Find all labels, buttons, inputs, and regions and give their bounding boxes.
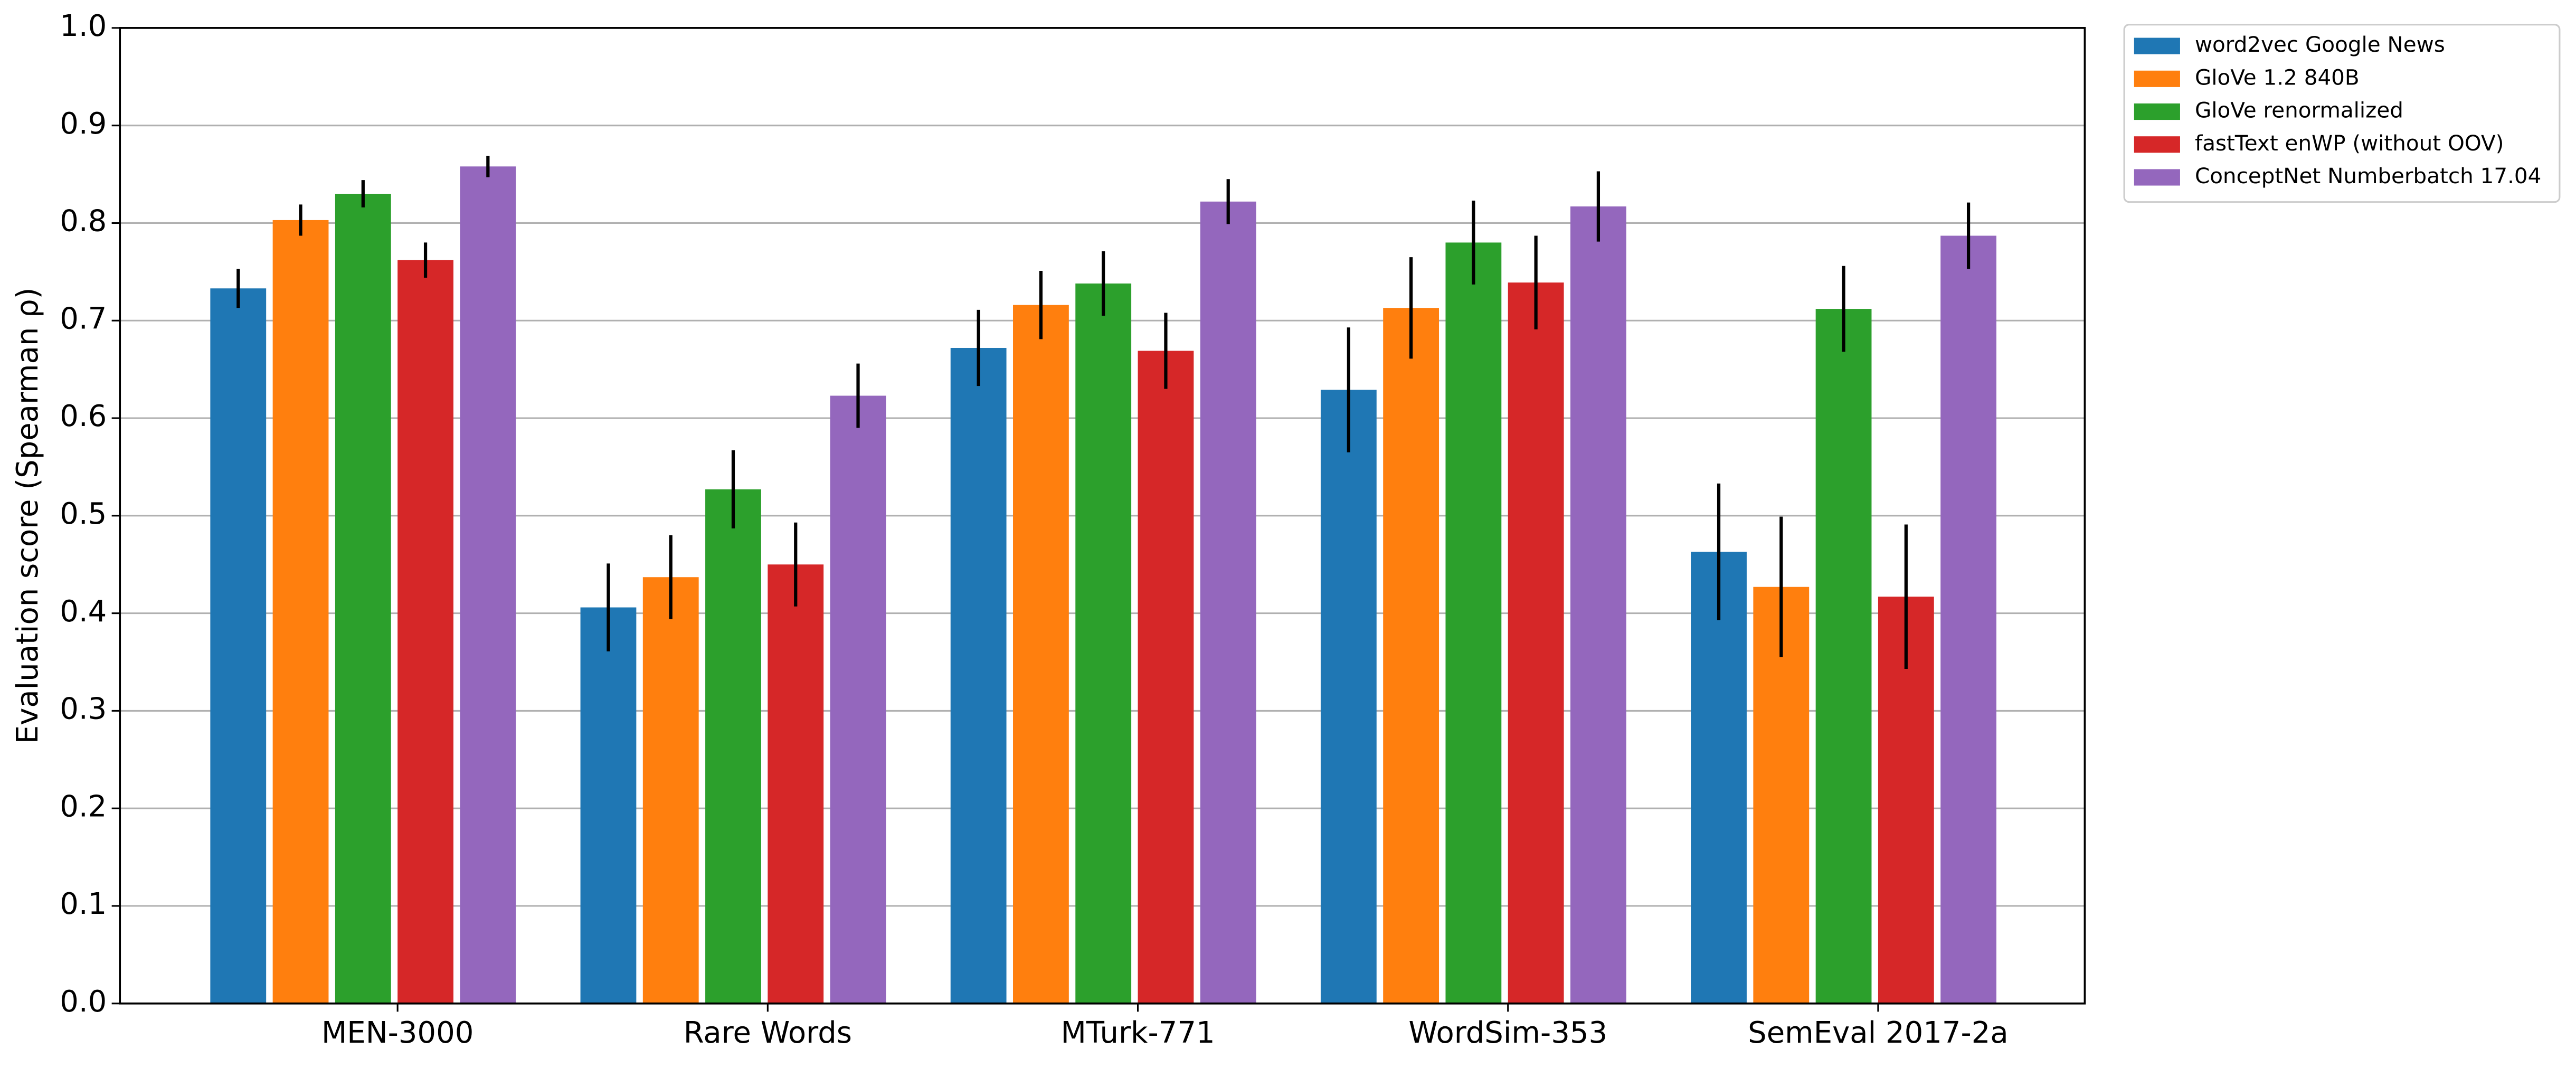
legend-swatch (2134, 169, 2180, 186)
legend-swatch (2134, 70, 2180, 87)
y-tick-label: 0.8 (60, 204, 107, 239)
y-tick-label: 0.5 (60, 497, 107, 531)
bar (1691, 552, 1747, 1004)
y-tick-label: 0.0 (60, 985, 107, 1019)
bar (397, 260, 453, 1004)
bar (705, 489, 761, 1004)
bar (1075, 283, 1132, 1004)
legend-label: word2vec Google News (2195, 32, 2445, 57)
bar (1570, 206, 1626, 1004)
bar (1320, 390, 1377, 1004)
x-tick-label: WordSim-353 (1408, 1016, 1607, 1050)
y-tick-label: 0.4 (60, 594, 107, 629)
bar (272, 220, 329, 1004)
bar (210, 288, 267, 1004)
x-tick-label: SemEval 2017-2a (1748, 1016, 2009, 1050)
bar (460, 166, 516, 1004)
x-tick-label: Rare Words (684, 1016, 852, 1050)
y-tick-label: 0.3 (60, 692, 107, 726)
bar (642, 577, 699, 1004)
bar (1445, 242, 1502, 1004)
y-tick-label: 0.9 (60, 107, 107, 141)
bar (1013, 305, 1069, 1004)
bar (950, 347, 1007, 1004)
legend-label: GloVe renormalized (2195, 98, 2403, 123)
y-tick-label: 0.1 (60, 887, 107, 921)
x-tick-label: MEN-3000 (321, 1016, 473, 1050)
bar (1508, 282, 1564, 1004)
bar (1940, 235, 1996, 1004)
y-tick-label: 0.2 (60, 789, 107, 824)
legend-frame (2123, 24, 2561, 203)
legend-swatch (2134, 136, 2180, 153)
legend-swatch (2134, 103, 2180, 120)
y-tick-label: 0.7 (60, 301, 107, 336)
legend-label: ConceptNet Numberbatch 17.04 (2195, 163, 2541, 188)
plot-frame (119, 27, 2086, 1005)
y-axis-label: Evaluation score (Spearman ρ) (11, 287, 45, 744)
bar (1383, 308, 1439, 1004)
bar (335, 194, 391, 1004)
y-tick-label: 0.6 (60, 399, 107, 433)
bar (768, 564, 824, 1004)
bar (830, 395, 886, 1004)
legend-label: fastText enWP (without OOV) (2195, 130, 2504, 156)
legend-label: GloVe 1.2 840B (2195, 64, 2360, 90)
bar (1815, 309, 1872, 1004)
x-tick-label: MTurk-771 (1060, 1016, 1215, 1050)
bar (1138, 351, 1194, 1004)
legend-swatch (2134, 37, 2180, 54)
bar (580, 607, 637, 1004)
y-tick-label: 1.0 (60, 9, 107, 43)
bar (1200, 201, 1256, 1004)
